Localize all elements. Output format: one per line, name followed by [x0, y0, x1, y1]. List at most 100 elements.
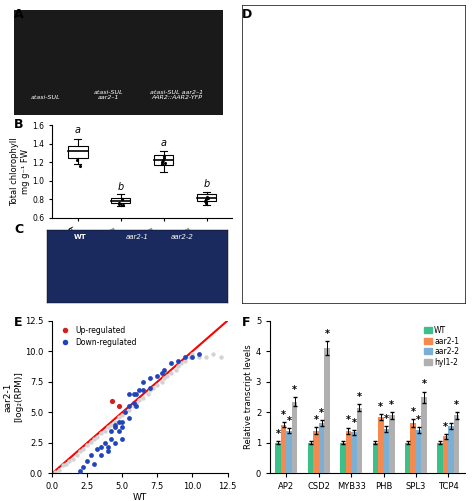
Point: [130, 402, 137, 410]
Point: [109, 397, 116, 405]
Bar: [421, 397, 427, 473]
Point: [182, 357, 189, 365]
Bar: [281, 424, 286, 473]
Point: [126, 402, 133, 410]
X-axis label: WT
[log₂(RPM)]: WT [log₂(RPM)]: [114, 493, 165, 501]
Text: *: *: [443, 421, 448, 431]
Bar: [443, 436, 448, 473]
Point: [133, 402, 140, 410]
Text: b: b: [118, 182, 124, 192]
Point: [182, 353, 189, 361]
Point: [104, 447, 112, 455]
Point: [161, 374, 168, 382]
Point: [111, 418, 119, 426]
Point: [79, 463, 87, 471]
Bar: [378, 417, 383, 473]
Point: [93, 433, 101, 441]
Point: [203, 353, 210, 361]
Point: [168, 369, 175, 377]
Y-axis label: aar2-1
[log₂(RPM)]: aar2-1 [log₂(RPM)]: [4, 372, 23, 422]
Text: a: a: [161, 138, 167, 148]
Text: *: *: [357, 392, 362, 402]
Point: [111, 423, 119, 431]
Legend: Up-regulated, Down-regulated: Up-regulated, Down-regulated: [56, 325, 138, 349]
Text: *: *: [351, 418, 356, 428]
Bar: [319, 423, 324, 473]
Point: [189, 350, 196, 358]
Point: [146, 374, 154, 382]
Point: [116, 418, 123, 426]
Text: *: *: [410, 407, 416, 417]
Point: [130, 390, 137, 398]
Point: [126, 414, 133, 422]
Text: A: A: [14, 8, 24, 21]
Bar: [389, 415, 394, 473]
Text: D: D: [242, 8, 252, 21]
Bar: [351, 432, 356, 473]
Point: [51, 468, 59, 476]
Point: [118, 411, 126, 419]
Point: [73, 451, 81, 459]
Point: [60, 461, 67, 469]
Point: [107, 427, 115, 435]
Legend: WT, aar2-1, aar2-2, hyl1-2: WT, aar2-1, aar2-2, hyl1-2: [423, 325, 461, 368]
Bar: [313, 431, 319, 473]
Text: aar2-2: aar2-2: [171, 234, 194, 240]
Bar: [416, 430, 421, 473]
Bar: [383, 429, 389, 473]
Point: [161, 366, 168, 374]
Point: [76, 467, 84, 475]
Point: [130, 398, 137, 406]
Y-axis label: Total chlorophyll
mg g⁻¹ FW: Total chlorophyll mg g⁻¹ FW: [10, 137, 29, 206]
Point: [149, 384, 157, 392]
Point: [98, 451, 105, 459]
Point: [126, 390, 133, 398]
Point: [91, 435, 98, 443]
Text: atasi-SUL: atasi-SUL: [31, 96, 61, 100]
Point: [158, 369, 165, 377]
Point: [76, 447, 84, 455]
Text: *: *: [384, 414, 389, 424]
Bar: [197, 194, 216, 201]
Text: C: C: [14, 223, 23, 236]
Point: [139, 394, 147, 402]
Point: [98, 442, 105, 450]
Point: [116, 413, 123, 421]
Point: [83, 441, 91, 449]
Bar: [405, 443, 410, 473]
Point: [133, 390, 140, 398]
Point: [63, 459, 70, 467]
Point: [91, 459, 98, 467]
Bar: [286, 431, 292, 473]
Bar: [68, 146, 88, 158]
Point: [98, 429, 105, 437]
Bar: [346, 431, 351, 473]
Point: [164, 372, 171, 380]
Text: B: B: [14, 118, 24, 131]
Text: *: *: [422, 379, 427, 389]
Point: [88, 451, 95, 459]
Point: [104, 423, 112, 431]
Point: [83, 457, 91, 465]
Bar: [111, 197, 130, 203]
Point: [168, 359, 175, 367]
Point: [107, 435, 115, 443]
Bar: [438, 443, 443, 473]
Point: [174, 357, 182, 365]
Point: [146, 384, 154, 392]
Point: [177, 359, 185, 367]
Point: [88, 438, 95, 446]
Text: *: *: [378, 402, 383, 412]
Point: [186, 353, 193, 361]
Bar: [340, 443, 346, 473]
Point: [111, 420, 119, 428]
Text: atasi-SUL aar2–1
AAR2::AAR2-YFP: atasi-SUL aar2–1 AAR2::AAR2-YFP: [150, 90, 203, 100]
Bar: [448, 426, 454, 473]
Point: [189, 353, 196, 361]
Text: E: E: [14, 316, 23, 329]
Text: b: b: [203, 179, 210, 189]
Bar: [454, 415, 459, 473]
Point: [111, 439, 119, 447]
Text: *: *: [281, 410, 286, 420]
Text: *: *: [416, 415, 421, 425]
